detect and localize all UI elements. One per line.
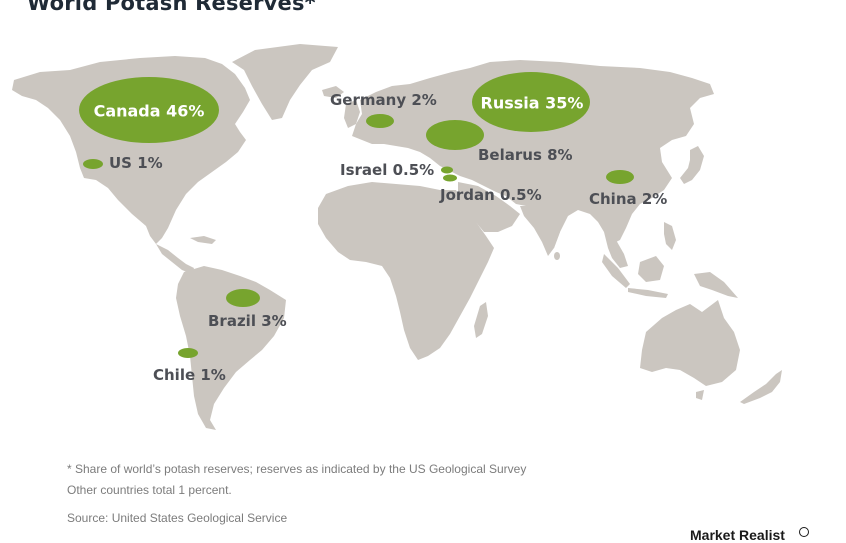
- footnote-other: Other countries total 1 percent.: [67, 483, 232, 497]
- label-us: US 1%: [109, 154, 163, 172]
- australia: [640, 300, 740, 386]
- japan: [680, 146, 704, 184]
- madagascar: [474, 302, 488, 338]
- label-russia: Russia 35%: [480, 93, 584, 113]
- land-masses: [12, 44, 782, 430]
- uk: [344, 100, 360, 128]
- bubble-israel: [441, 166, 453, 174]
- footnote-note: * Share of world’s potash reserves; rese…: [67, 462, 527, 476]
- africa: [318, 182, 494, 360]
- arabia: [458, 182, 520, 232]
- bubble-belarus: [426, 120, 484, 150]
- label-jordan: Jordan 0.5%: [440, 186, 542, 204]
- greenland: [232, 44, 338, 120]
- new-guinea: [694, 272, 738, 298]
- bubble-russia: [472, 72, 590, 132]
- reserve-bubbles: [79, 72, 634, 358]
- sumatra: [602, 254, 630, 288]
- footnote-source: Source: United States Geological Service: [67, 511, 288, 525]
- bubble-chile: [178, 348, 198, 358]
- philippines: [664, 222, 676, 250]
- new-zealand: [740, 370, 782, 404]
- iceland: [322, 86, 344, 98]
- borneo: [638, 256, 664, 282]
- java: [628, 288, 668, 298]
- tasmania: [696, 390, 704, 400]
- label-germany: Germany 2%: [330, 91, 437, 109]
- caribbean: [190, 236, 216, 244]
- south-america: [176, 266, 286, 430]
- bubble-brazil: [226, 289, 260, 307]
- bubble-germany: [366, 114, 394, 128]
- bubble-jordan: [443, 174, 457, 182]
- label-chile: Chile 1%: [153, 366, 226, 384]
- chart-title: World Potash Reserves*: [27, 0, 316, 15]
- bubble-us: [83, 159, 103, 169]
- label-china: China 2%: [589, 190, 668, 208]
- eurasia: [352, 60, 714, 248]
- label-israel: Israel 0.5%: [340, 161, 435, 179]
- label-brazil: Brazil 3%: [208, 312, 287, 330]
- bubble-canada: [79, 77, 219, 143]
- central-america: [156, 244, 194, 274]
- sri-lanka: [554, 252, 560, 260]
- label-belarus: Belarus 8%: [478, 146, 573, 164]
- india: [520, 206, 560, 256]
- label-canada: Canada 46%: [93, 101, 205, 121]
- southeast-asia: [604, 232, 628, 268]
- brand-name: Market Realist: [690, 527, 785, 543]
- bubble-china: [606, 170, 634, 184]
